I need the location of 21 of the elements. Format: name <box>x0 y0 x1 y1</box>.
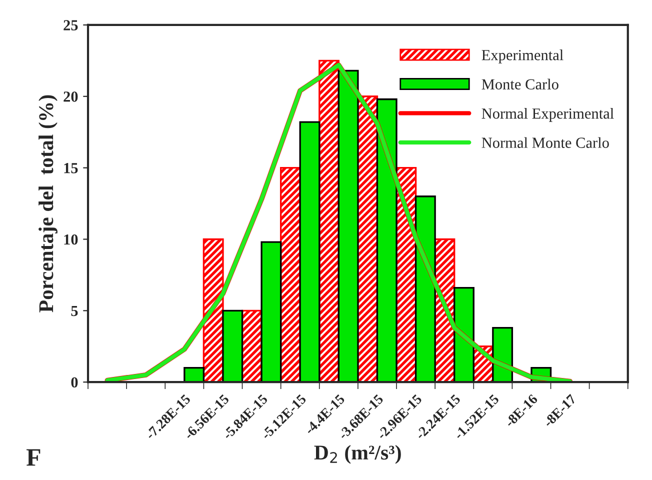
legend-label: Normal Experimental <box>482 108 614 122</box>
legend-label: Normal Monte Carlo <box>482 137 609 148</box>
bar <box>414 196 436 382</box>
bar <box>222 310 244 382</box>
bar <box>299 121 320 382</box>
bar <box>184 366 205 382</box>
y-tick-label: 15 <box>64 163 78 174</box>
y-tick-label: 10 <box>64 234 78 245</box>
bar <box>376 98 398 382</box>
y-tick-label: 5 <box>71 306 78 316</box>
y-axis-title: Porcentaje del total (%) <box>38 95 58 312</box>
x-axis-title: D$_{2}$ (m²/s³) <box>314 444 401 464</box>
bar <box>338 70 359 382</box>
y-tick-label: 20 <box>64 92 78 102</box>
text: F <box>26 449 40 466</box>
bar <box>454 286 474 382</box>
legend-label: Monte Carlo <box>482 78 558 90</box>
y-tick-label: 0 <box>71 377 78 388</box>
legend-label: Experimental <box>482 50 564 64</box>
y-tick-label: 25 <box>64 20 78 30</box>
bar <box>260 241 282 382</box>
